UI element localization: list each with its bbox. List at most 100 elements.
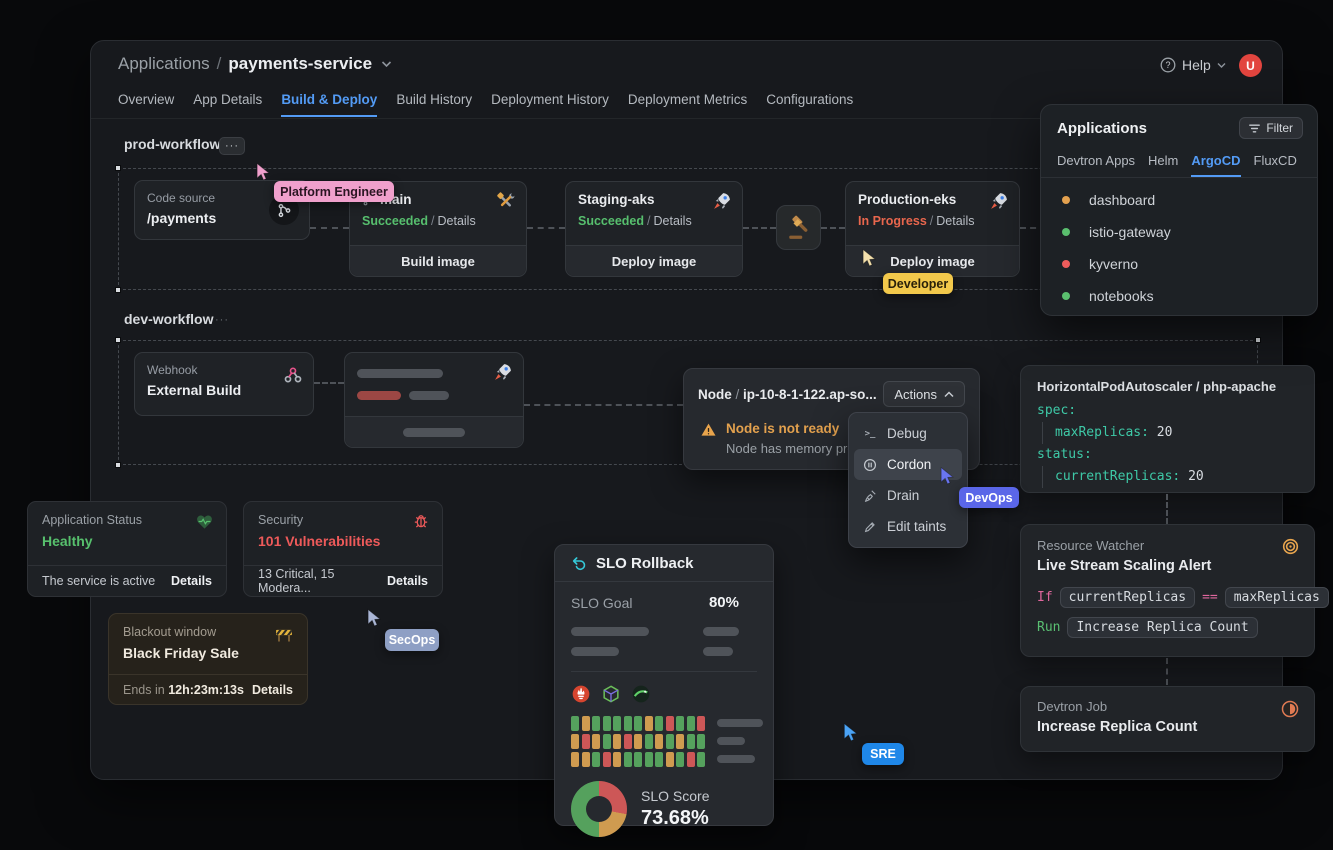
- group-handle[interactable]: [115, 462, 121, 468]
- slo-heatmap-cell: [602, 752, 611, 767]
- filter-label: Filter: [1266, 121, 1293, 135]
- slo-heatmap-cell: [686, 752, 695, 767]
- production-details-link[interactable]: Details: [936, 214, 975, 228]
- staging-details-link[interactable]: Details: [653, 214, 692, 228]
- watcher-icon: [1281, 537, 1300, 556]
- condition-left-chip: currentReplicas: [1059, 587, 1196, 608]
- slo-heatmap-cell: [655, 752, 663, 767]
- slo-heatmap-cell: [623, 752, 632, 767]
- help-label: Help: [1182, 57, 1211, 73]
- app-status-dot: [1062, 228, 1070, 236]
- menu-item-label: Debug: [887, 426, 927, 441]
- slo-heatmap-cell: [602, 716, 611, 731]
- app-list-item[interactable]: dashboard: [1041, 184, 1317, 216]
- slo-heatmap-cell: [613, 734, 621, 749]
- pipeline-connector: [527, 227, 565, 229]
- build-status: Succeeded: [362, 214, 429, 228]
- menu-item-label: Edit taints: [887, 519, 947, 534]
- production-pipeline-card[interactable]: Production-eks In Progress / Details Deplo…: [845, 181, 1020, 277]
- app-name: payments-service: [228, 54, 373, 73]
- blackout-details-link[interactable]: Details: [252, 683, 293, 697]
- pause-circle-icon: [862, 458, 878, 472]
- tab-build-history[interactable]: Build History: [396, 92, 473, 107]
- apps-tab-helm[interactable]: Helm: [1148, 153, 1179, 168]
- menu-item-label: Drain: [887, 488, 920, 503]
- cursor-sre: [840, 722, 861, 743]
- prod-workflow-menu-button[interactable]: ···: [219, 137, 245, 155]
- rocket-icon: [712, 191, 732, 211]
- heartbeat-icon: [195, 512, 214, 531]
- group-handle[interactable]: [1255, 337, 1261, 343]
- slo-heatmap-cell: [581, 716, 590, 731]
- production-deploy-action[interactable]: Deploy image: [846, 245, 1019, 276]
- if-keyword: If: [1037, 590, 1053, 605]
- dev-workflow-menu-button[interactable]: ···: [215, 314, 229, 326]
- staging-pipeline-card[interactable]: Staging-aks Succeeded / Details Deploy ima…: [565, 181, 743, 277]
- slo-heatmap-cell: [697, 716, 705, 731]
- apps-tab-fluxcd[interactable]: FluxCD: [1253, 153, 1297, 168]
- slo-heatmap-cell: [676, 752, 684, 767]
- status-card-value: Healthy: [42, 533, 93, 549]
- build-image-action[interactable]: Build image: [350, 245, 526, 276]
- cursor-devops: [937, 466, 957, 486]
- filter-button[interactable]: Filter: [1239, 117, 1303, 139]
- prometheus-icon: [571, 684, 591, 704]
- status-details-link[interactable]: Details: [171, 574, 212, 588]
- group-handle[interactable]: [115, 337, 121, 343]
- pencil-icon: [862, 520, 878, 534]
- slo-heatmap-cell: [676, 716, 684, 731]
- menu-item-drain[interactable]: Drain: [854, 480, 962, 511]
- slo-heatmap-cell: [665, 752, 674, 767]
- staging-deploy-action[interactable]: Deploy image: [566, 245, 742, 276]
- skeleton-bar: [571, 627, 649, 636]
- panel-connector: [1166, 658, 1168, 685]
- app-status-dot: [1062, 196, 1070, 204]
- app-list-item[interactable]: kyverno: [1041, 248, 1317, 280]
- pipeline-connector: [314, 382, 344, 384]
- menu-item-edit-taints[interactable]: Edit taints: [854, 511, 962, 542]
- avatar[interactable]: U: [1239, 54, 1262, 77]
- hpa-title: HorizontalPodAutoscaler / php-apache: [1037, 379, 1277, 394]
- condition-right-chip: maxReplicas: [1224, 587, 1329, 608]
- help-menu[interactable]: ? Help: [1160, 57, 1226, 73]
- slo-score-label: SLO Score: [641, 788, 710, 804]
- cube-icon: [601, 684, 621, 704]
- actions-dropdown-button[interactable]: Actions: [883, 381, 965, 407]
- tab-build-deploy[interactable]: Build & Deploy: [281, 92, 378, 117]
- menu-item-debug[interactable]: >_ Debug: [854, 418, 962, 449]
- broom-icon: [862, 489, 878, 503]
- chevron-down-icon[interactable]: [381, 60, 392, 68]
- status-card-title: Application Status: [42, 513, 143, 527]
- build-pipeline-card[interactable]: main Succeeded / Details Build image: [349, 181, 527, 277]
- build-details-link[interactable]: Details: [437, 214, 476, 228]
- tab-overview[interactable]: Overview: [118, 92, 175, 107]
- cursor-platform-engineer: [253, 162, 273, 182]
- breadcrumb-root[interactable]: Applications: [118, 54, 210, 73]
- webhook-card[interactable]: Webhook External Build: [134, 352, 314, 416]
- approval-gate-gavel-icon[interactable]: [776, 205, 821, 250]
- skeleton-bar: [571, 647, 619, 656]
- security-details-link[interactable]: Details: [387, 574, 428, 588]
- security-card-title: Security: [258, 513, 304, 527]
- apps-tab-devtron[interactable]: Devtron Apps: [1057, 153, 1136, 168]
- group-handle[interactable]: [115, 165, 121, 171]
- resource-watcher-panel: Resource Watcher Live Stream Scaling Ale…: [1020, 524, 1329, 657]
- tab-app-details[interactable]: App Details: [193, 92, 263, 107]
- slo-heatmap-cell: [592, 752, 600, 767]
- tab-deployment-metrics[interactable]: Deployment Metrics: [627, 92, 748, 107]
- slo-heatmap-cell: [592, 734, 600, 749]
- security-card: Security 101 Vulnerabilities 13 Critical…: [243, 501, 443, 597]
- skeleton-bar: [357, 369, 443, 378]
- countdown-value: 12h:23m:13s: [168, 683, 244, 697]
- skeleton-pipeline-card[interactable]: [344, 352, 524, 448]
- tab-configurations[interactable]: Configurations: [766, 92, 854, 107]
- app-list-item[interactable]: istio-gateway: [1041, 216, 1317, 248]
- webhook-label: Webhook: [147, 363, 198, 377]
- tab-deployment-history[interactable]: Deployment History: [491, 92, 609, 107]
- dev-workflow-title: dev-workflow: [124, 311, 214, 327]
- slo-heatmap-cell: [623, 734, 632, 749]
- app-list-item[interactable]: notebooks: [1041, 280, 1317, 312]
- group-handle[interactable]: [115, 287, 121, 293]
- app-item-name: notebooks: [1089, 288, 1154, 304]
- apps-tab-argocd[interactable]: ArgoCD: [1191, 153, 1241, 177]
